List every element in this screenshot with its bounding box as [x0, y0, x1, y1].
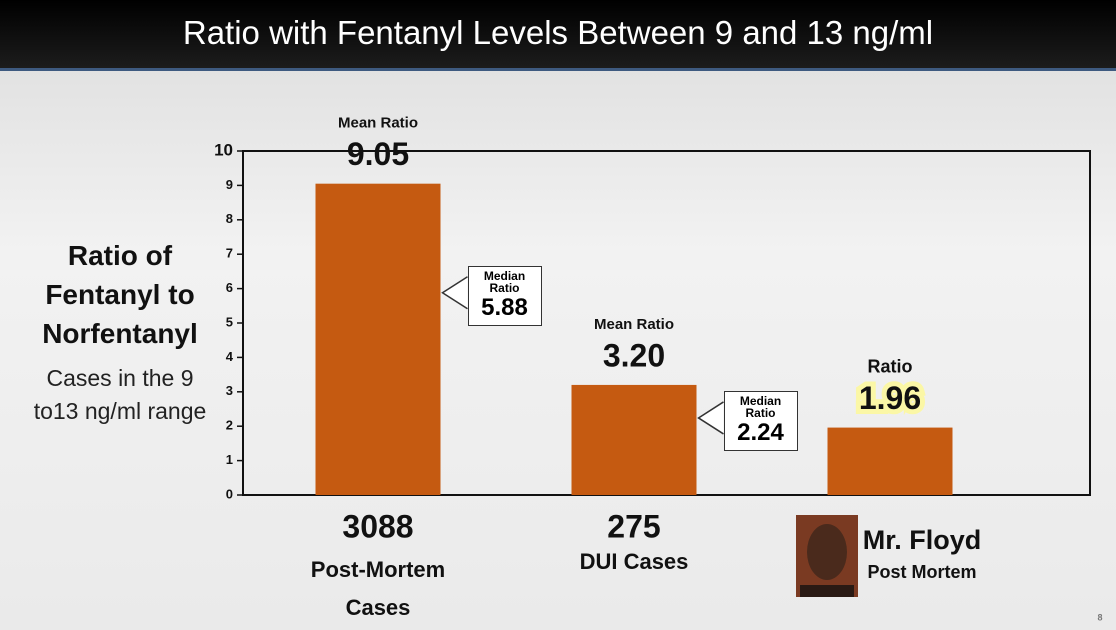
median-callout: Median Ratio 2.24	[723, 390, 798, 451]
y-tick-label: 7	[226, 246, 233, 261]
y-axis-label: Ratio of Fentanyl to Norfentanyl	[42, 240, 198, 349]
bar	[571, 384, 697, 495]
value-header: Mean Ratio	[594, 316, 674, 333]
title-bar	[0, 0, 1116, 71]
y-tick-label: 9	[226, 177, 233, 192]
y-tick-label: 8	[226, 211, 233, 226]
value-label: 1.96	[859, 380, 921, 416]
category-label: 275	[607, 508, 660, 544]
y-tick-label: 6	[226, 280, 233, 295]
median-pointer	[441, 276, 468, 310]
category-label: Mr. Floyd	[863, 525, 982, 555]
value-header: Ratio	[868, 356, 913, 376]
y-tick-label: 4	[226, 349, 234, 364]
median-value: 2.24	[737, 418, 784, 446]
y-tick-label: 1	[226, 452, 233, 467]
y-tick-label: 3	[226, 383, 233, 398]
category-subtitle: Post Mortem	[867, 562, 976, 582]
value-label: 3.20	[603, 337, 665, 373]
y-tick-label: 10	[214, 140, 233, 159]
median-pointer	[697, 401, 724, 435]
chart-title: Ratio with Fentanyl Levels Between 9 and…	[182, 14, 934, 51]
category-subtitle: Post-Mortem Cases	[310, 557, 446, 620]
median-value: 5.88	[481, 293, 528, 321]
median-label: Median Ratio	[739, 393, 782, 420]
category-label: 3088	[342, 508, 413, 544]
value-label: 9.05	[347, 136, 409, 172]
page-number: 8	[1097, 612, 1102, 622]
y-tick-label: 2	[226, 418, 233, 433]
median-label: Median Ratio	[483, 268, 526, 295]
median-callout: Median Ratio 5.88	[467, 265, 542, 326]
y-tick-label: 0	[226, 486, 233, 501]
category-subtitle: DUI Cases	[579, 549, 689, 574]
bar	[827, 427, 953, 495]
photo	[796, 515, 858, 597]
bar	[315, 183, 441, 495]
y-tick-label: 5	[226, 314, 233, 329]
value-header: Mean Ratio	[338, 115, 418, 132]
y-axis-sublabel: Cases in the 9 to13 ng/ml range	[33, 365, 207, 424]
